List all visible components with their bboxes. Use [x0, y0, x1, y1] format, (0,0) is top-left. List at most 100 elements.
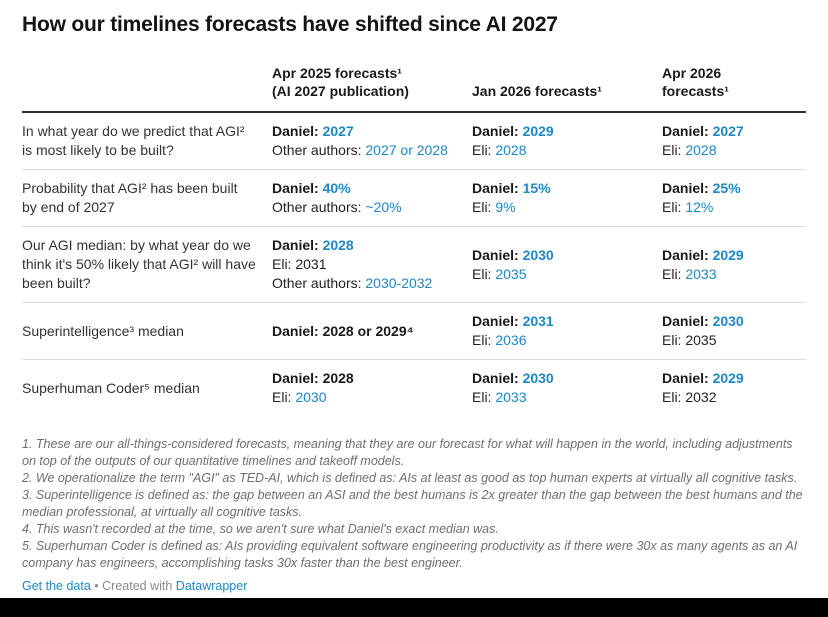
forecast-label: Daniel:	[472, 180, 523, 196]
forecast-label: Daniel:	[472, 370, 523, 386]
forecast-line: Other authors: 2027 or 2028	[272, 141, 456, 160]
row-question: Superhuman Coder⁵ median	[22, 379, 200, 396]
forecast-line: Daniel: 2029	[662, 369, 790, 388]
column-header	[22, 64, 272, 113]
forecast-label: Daniel:	[662, 246, 713, 263]
forecast-cell: Daniel: 15% Eli: 9%	[472, 170, 662, 227]
forecast-line: Daniel: 25%	[662, 179, 790, 198]
forecast-value: 2031	[522, 313, 554, 329]
forecast-cell: Daniel: 2029 Eli: 2033	[662, 227, 806, 303]
forecast-cell: Daniel: 25% Eli: 12%	[662, 170, 806, 227]
forecast-line: Other authors: ~20%	[272, 198, 456, 217]
forecast-label: Eli:	[472, 389, 496, 405]
forecast-label: Eli:	[662, 265, 686, 282]
forecast-line: Eli: 12%	[662, 198, 790, 217]
footer-created-with-label: Created with	[102, 579, 176, 593]
forecast-label: Daniel:	[662, 180, 713, 196]
chart-container: How our timelines forecasts have shifted…	[22, 13, 806, 594]
forecast-line: Eli: 2036	[472, 331, 646, 350]
row-question: Our AGI median: by what year do we think…	[22, 237, 256, 291]
forecast-value: 2028	[685, 142, 717, 158]
forecast-cell: Daniel: 2028 Eli: 2031 Other authors: 2030…	[272, 227, 472, 303]
forecast-label: Eli: 2032	[662, 389, 717, 405]
forecast-value: 2030	[522, 246, 554, 263]
row-question: In what year do we predict that AGI² is …	[22, 123, 245, 158]
table-row: Superintelligence³ median Daniel: 2028 or…	[22, 302, 806, 360]
forecast-label: Daniel:	[472, 246, 523, 263]
table-row: Superhuman Coder⁵ median Daniel: 2028 Eli:…	[22, 359, 806, 417]
forecast-line: Eli: 2031	[272, 255, 456, 274]
forecast-line: Daniel: 2031	[472, 312, 646, 331]
forecast-label: Daniel:	[662, 313, 713, 329]
forecast-value: 2029	[522, 123, 554, 139]
footer-separator: •	[90, 579, 103, 593]
table-row: Probability that AGI² has been built by …	[22, 169, 806, 227]
forecast-line: Eli: 2032	[662, 388, 790, 407]
forecast-label: Daniel:	[272, 123, 323, 139]
forecast-label: Daniel:	[472, 123, 523, 139]
forecast-label: Eli:	[472, 265, 496, 282]
forecast-label: Daniel:	[272, 237, 323, 253]
forecast-value: ~20%	[365, 199, 402, 215]
forecast-label: Daniel:	[472, 313, 523, 329]
forecast-cell: Daniel: 2027 Other authors: 2027 or 2028	[272, 112, 472, 170]
table-body: In what year do we predict that AGI² is …	[22, 112, 806, 416]
forecast-label: Eli: 2035	[662, 332, 717, 348]
forecast-cell: Daniel: 2028 Eli: 2030	[272, 360, 472, 417]
datawrapper-link[interactable]: Datawrapper	[175, 579, 248, 593]
forecast-cell: Daniel: 2029 Eli: 2028	[472, 112, 662, 170]
forecast-label: Eli:	[662, 142, 686, 158]
footnote: 1. These are our all-things-considered f…	[22, 437, 793, 468]
forecast-cell: Daniel: 2030 Eli: 2033	[472, 360, 662, 417]
footnote: 3. Superintelligence is defined as: the …	[22, 488, 803, 519]
forecast-line: Eli: 2028	[472, 141, 646, 160]
footnotes-block: 1. These are our all-things-considered f…	[22, 436, 806, 572]
forecast-cell: Daniel: 2030 Eli: 2035	[472, 227, 662, 303]
forecast-value: 2030	[295, 389, 327, 405]
forecast-cell: Daniel: 40% Other authors: ~20%	[272, 170, 472, 227]
forecast-cell: Daniel: 2030 Eli: 2035	[662, 303, 806, 360]
forecast-label: Eli:	[472, 332, 496, 348]
forecast-value: 15%	[522, 180, 551, 196]
page-title: How our timelines forecasts have shifted…	[22, 13, 558, 36]
forecast-line: Eli: 2028	[662, 141, 790, 160]
forecast-line: Eli: 2035	[662, 331, 790, 350]
row-question: Superintelligence³ median	[22, 322, 184, 339]
forecast-value: 2035	[495, 265, 527, 282]
footnote: 5. Superhuman Coder is defined as: AIs p…	[22, 539, 798, 570]
forecast-label: Other authors:	[272, 199, 366, 215]
forecast-value: 9%	[495, 199, 516, 215]
forecast-value: 2033	[495, 389, 527, 405]
forecast-line: Eli: 2035	[472, 265, 646, 284]
forecast-value: 2030-2032	[365, 275, 433, 291]
row-question: Probability that AGI² has been built by …	[22, 180, 238, 215]
table-header-row: Apr 2025 forecasts¹ (AI 2027 publication)…	[22, 64, 806, 113]
forecast-label: Eli:	[662, 199, 686, 215]
forecast-line: Daniel: 2028 or 2029⁴	[272, 322, 456, 341]
forecast-line: Daniel: 2027	[662, 122, 790, 141]
forecast-label: Eli:	[472, 142, 496, 158]
forecast-table: Apr 2025 forecasts¹ (AI 2027 publication)…	[22, 64, 806, 416]
forecast-line: Daniel: 40%	[272, 179, 456, 198]
forecast-line: Daniel: 15%	[472, 179, 646, 198]
table-row: Our AGI median: by what year do we think…	[22, 226, 806, 303]
forecast-label: Daniel:	[272, 180, 323, 196]
forecast-value: 40%	[322, 180, 351, 196]
footer: Get the data • Created with Datawrapper	[22, 578, 806, 594]
forecast-value: 2028	[495, 142, 527, 158]
forecast-value: 2029	[712, 246, 744, 263]
get-the-data-link[interactable]: Get the data	[22, 579, 91, 593]
footnote: 2. We operationalize the term "AGI" as T…	[22, 471, 798, 485]
forecast-value: 2036	[495, 332, 527, 348]
forecast-label: Daniel: 2028 or 2029⁴	[272, 322, 414, 339]
forecast-line: Daniel: 2030	[472, 246, 646, 265]
forecast-line: Eli: 9%	[472, 198, 646, 217]
forecast-label: Daniel:	[662, 123, 713, 139]
forecast-line: Daniel: 2029	[662, 246, 790, 265]
table-row: In what year do we predict that AGI² is …	[22, 112, 806, 170]
forecast-label: Other authors:	[272, 275, 366, 291]
forecast-line: Eli: 2030	[272, 388, 456, 407]
column-header: Apr 2025 forecasts¹ (AI 2027 publication)	[272, 64, 472, 113]
forecast-line: Daniel: 2030	[662, 312, 790, 331]
forecast-value: 2027	[322, 123, 354, 139]
